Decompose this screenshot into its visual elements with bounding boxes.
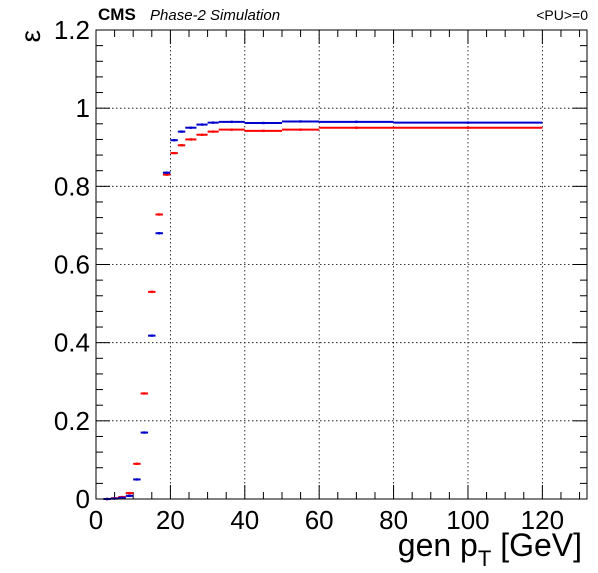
data-point-marker: [355, 127, 357, 129]
data-point-marker: [299, 128, 301, 130]
data-point-marker: [151, 291, 153, 293]
y-tick-label: 0.2: [54, 406, 90, 436]
data-point-marker: [212, 130, 214, 132]
experiment-label: CMS: [98, 5, 136, 24]
data-point-marker: [173, 139, 175, 141]
data-point-marker: [128, 492, 130, 494]
data-point-marker: [143, 431, 145, 433]
y-tick-label: 0.8: [54, 171, 90, 201]
data-point-marker: [262, 122, 264, 124]
x-axis-title-sub: T: [478, 546, 491, 571]
x-tick-label: 60: [305, 505, 334, 535]
data-point-marker: [201, 123, 203, 125]
y-tick-label: 0.6: [54, 250, 90, 280]
data-point-marker: [190, 138, 192, 140]
y-tick-label: 1.2: [54, 15, 90, 45]
data-point-marker: [190, 127, 192, 129]
data-point-marker: [158, 213, 160, 215]
data-point-marker: [143, 392, 145, 394]
data-point-marker: [212, 121, 214, 123]
data-point-marker: [231, 128, 233, 130]
data-point-marker: [355, 121, 357, 123]
data-point-marker: [180, 130, 182, 132]
data-point-marker: [201, 134, 203, 136]
subtitle-label: Phase-2 Simulation: [150, 7, 280, 24]
series-0: [103, 127, 542, 501]
data-point-marker: [467, 127, 469, 129]
data-point-marker: [299, 120, 301, 122]
x-axis-title-main: gen p: [398, 527, 478, 563]
y-tick-label: 0: [76, 484, 90, 514]
series-1: [103, 120, 542, 500]
y-axis-title: ε: [15, 30, 46, 42]
data-point-marker: [128, 495, 130, 497]
y-tick-label: 0.4: [54, 328, 90, 358]
x-tick-label: 0: [89, 505, 103, 535]
data-point-marker: [262, 130, 264, 132]
data-point-marker: [136, 463, 138, 465]
y-tick-label: 1: [76, 93, 90, 123]
data-point-marker: [467, 121, 469, 123]
x-tick-label: 20: [156, 505, 185, 535]
grid-lines: [96, 30, 587, 499]
x-tick-label: 40: [230, 505, 259, 535]
x-axis-title-unit: [GeV]: [491, 527, 582, 563]
data-point-marker: [136, 478, 138, 480]
data-point-marker: [231, 121, 233, 123]
data-point-marker: [158, 232, 160, 234]
data-point-marker: [173, 152, 175, 154]
x-axis-title: gen pT [GeV]: [398, 527, 582, 571]
data-series: [103, 120, 542, 500]
pileup-label: <PU>=0: [536, 7, 588, 23]
data-point-marker: [165, 171, 167, 173]
data-point-marker: [180, 144, 182, 146]
data-point-marker: [151, 334, 153, 336]
